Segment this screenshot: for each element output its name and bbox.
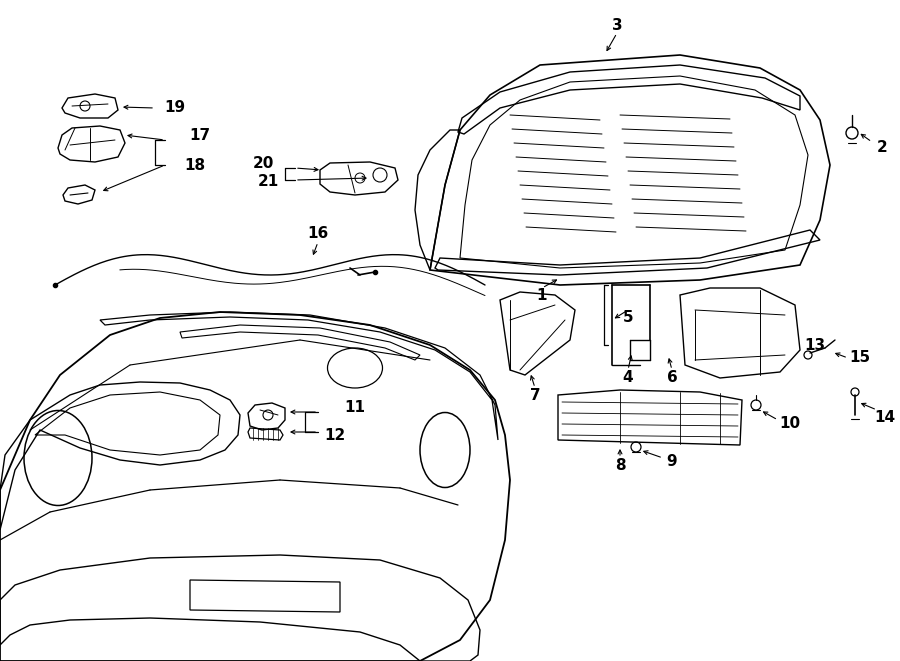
- Text: 12: 12: [324, 428, 346, 444]
- Text: 15: 15: [850, 350, 870, 366]
- Text: 7: 7: [530, 389, 540, 403]
- Text: 6: 6: [667, 371, 678, 385]
- Text: 9: 9: [667, 455, 678, 469]
- Text: 16: 16: [308, 227, 328, 241]
- Text: 19: 19: [165, 100, 185, 116]
- Text: 1: 1: [536, 288, 547, 303]
- Text: 18: 18: [184, 157, 205, 173]
- Text: 17: 17: [189, 128, 211, 143]
- Text: 2: 2: [877, 141, 887, 155]
- Text: 10: 10: [779, 416, 801, 432]
- Text: 8: 8: [615, 459, 626, 473]
- Text: 20: 20: [252, 157, 274, 171]
- Text: 5: 5: [623, 311, 634, 325]
- Text: 3: 3: [612, 17, 622, 32]
- Text: 14: 14: [875, 410, 896, 426]
- Text: 4: 4: [623, 371, 634, 385]
- Text: 13: 13: [805, 338, 825, 352]
- Text: 21: 21: [257, 175, 279, 190]
- Text: 11: 11: [345, 399, 365, 414]
